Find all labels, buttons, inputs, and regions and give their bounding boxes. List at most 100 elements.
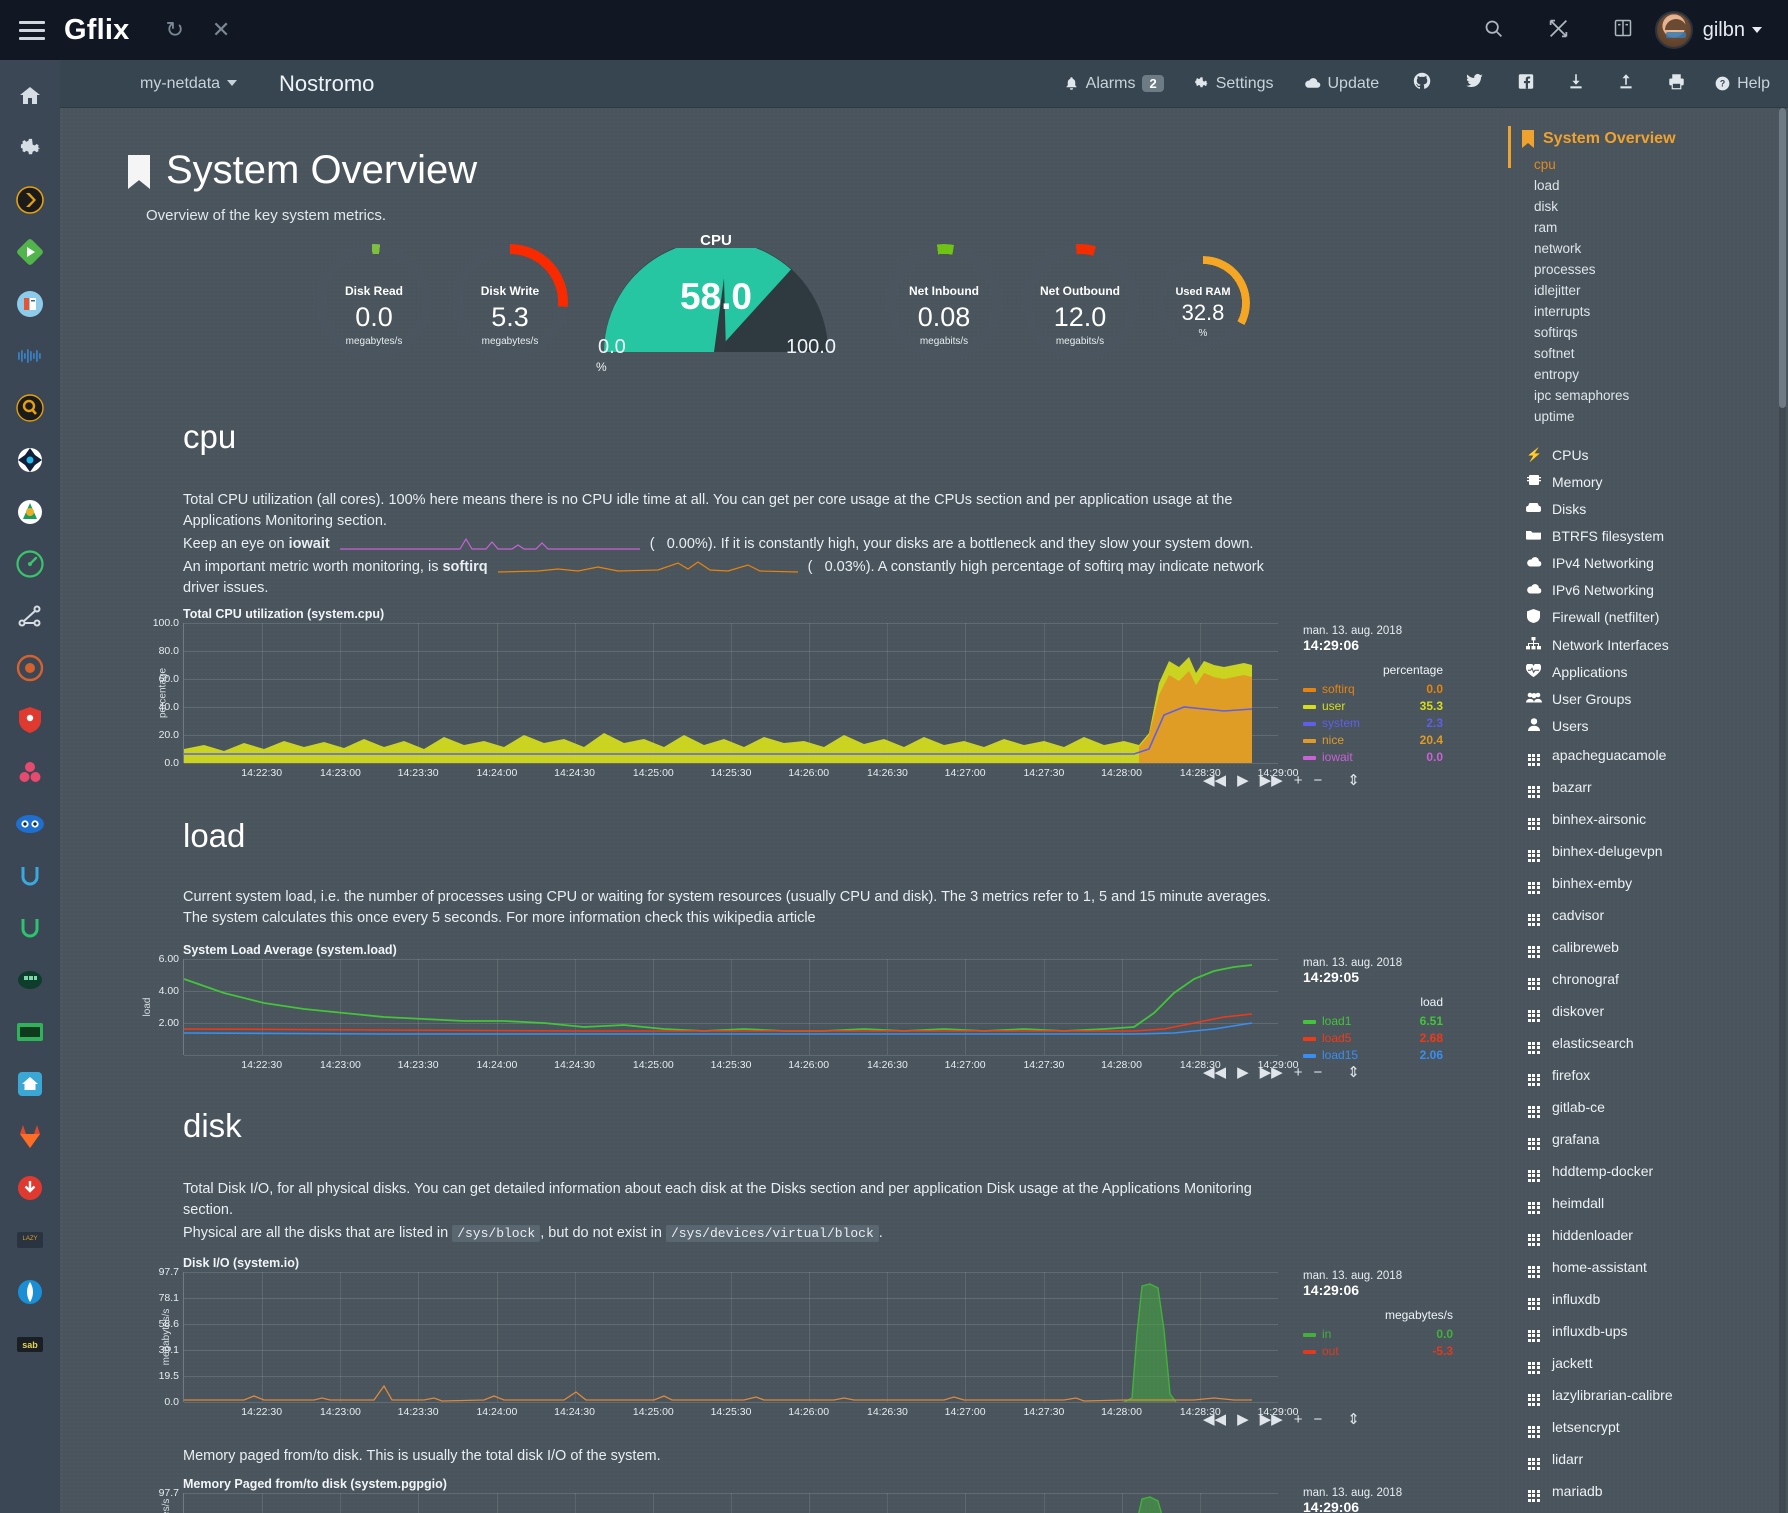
sidebar-app-binhex-emby[interactable]: binhex-emby: [1500, 867, 1788, 899]
chart-resize-handle[interactable]: ⇕: [1347, 1411, 1360, 1429]
unraid-icon[interactable]: [11, 857, 49, 895]
sidebar-item-user-groups[interactable]: User Groups: [1500, 685, 1788, 712]
sidebar-item-ipc-semaphores[interactable]: ipc semaphores: [1534, 388, 1630, 403]
sidebar-app-gitlab-ce[interactable]: gitlab-ce: [1500, 1091, 1788, 1123]
chart-zoom-out-button[interactable]: −: [1313, 771, 1323, 789]
chart-forward-button[interactable]: ▶▶: [1259, 1064, 1283, 1082]
legend-row[interactable]: out -5.3: [1303, 1343, 1453, 1360]
avatar[interactable]: [1654, 11, 1693, 49]
user-menu[interactable]: gilbn: [1703, 19, 1762, 42]
gauge-used-ram[interactable]: Used RAM 32.8 %: [1156, 256, 1250, 350]
facebook-icon[interactable]: [1518, 73, 1534, 95]
alarms-button[interactable]: Alarms 2: [1064, 75, 1164, 93]
legend-row[interactable]: in 0.0: [1303, 1326, 1453, 1343]
chart-forward-button[interactable]: ▶▶: [1259, 1411, 1283, 1429]
legend-row[interactable]: load1 6.51: [1303, 1013, 1443, 1030]
chart-back-button[interactable]: ◀◀: [1203, 772, 1227, 790]
sidebar-app-heimdall[interactable]: heimdall: [1500, 1187, 1788, 1219]
sidebar-app-monitorr[interactable]: monitorr: [1500, 1507, 1788, 1513]
sidebar-item-interrupts[interactable]: interrupts: [1534, 304, 1591, 319]
sidebar-app-calibreweb[interactable]: calibreweb: [1500, 931, 1788, 963]
chart-zoom-in-button[interactable]: +: [1293, 1410, 1303, 1428]
chart-resize-handle[interactable]: ⇕: [1347, 1064, 1360, 1082]
gauge-disk-read[interactable]: Disk Read 0.0 megabytes/s: [316, 244, 432, 360]
sidebar-app-lazylibrarian-calibre[interactable]: lazylibrarian-calibre: [1500, 1379, 1788, 1411]
search-icon[interactable]: [1483, 18, 1504, 43]
chart-pgpgio[interactable]: Memory Paged from/to disk (system.pgpgio…: [159, 1477, 1402, 1513]
sidebar-scrollbar-track[interactable]: [1779, 108, 1786, 1513]
sidebar-item-network-interfaces[interactable]: Network Interfaces: [1500, 631, 1788, 658]
shield-icon[interactable]: [11, 701, 49, 739]
gitlab-icon[interactable]: [11, 1117, 49, 1155]
sidebar-item-ram[interactable]: ram: [1534, 220, 1558, 235]
sabnzbd-icon[interactable]: sab: [11, 1325, 49, 1363]
home-icon[interactable]: [11, 77, 49, 115]
sidebar-app-cadvisor[interactable]: cadvisor: [1500, 899, 1788, 931]
gauge-net-inbound[interactable]: Net Inbound 0.08 megabits/s: [886, 244, 1002, 360]
chart-back-button[interactable]: ◀◀: [1203, 1411, 1227, 1429]
sidebar-section-header[interactable]: System Overview: [1500, 126, 1788, 168]
sidebar-item-uptime[interactable]: uptime: [1534, 409, 1575, 424]
twitter-icon[interactable]: [1465, 72, 1484, 95]
sonarr-icon[interactable]: [11, 337, 49, 375]
sidebar-app-hiddenloader[interactable]: hiddenloader: [1500, 1219, 1788, 1251]
chart-play-button[interactable]: ▶: [1237, 1064, 1249, 1082]
chart-plot-area[interactable]: megabytes/s 97.7 78.1 58.6 39.1 19.5 0.0…: [159, 1266, 1299, 1418]
print-icon[interactable]: [1668, 73, 1685, 95]
sidebar-item-memory[interactable]: Memory: [1500, 468, 1788, 495]
plex-icon[interactable]: [11, 181, 49, 219]
download-red-icon[interactable]: [11, 1169, 49, 1207]
sidebar-app-jackett[interactable]: jackett: [1500, 1347, 1788, 1379]
sidebar-item-disks[interactable]: Disks: [1500, 495, 1788, 522]
heimdall-icon[interactable]: [11, 1273, 49, 1311]
sidebar-app-binhex-airsonic[interactable]: binhex-airsonic: [1500, 803, 1788, 835]
hamburger-menu-icon[interactable]: [0, 20, 64, 40]
chart-forward-button[interactable]: ▶▶: [1259, 772, 1283, 790]
legend-row[interactable]: user 35.3: [1303, 698, 1443, 715]
chart-resize-handle[interactable]: ⇕: [1347, 772, 1360, 790]
guide-icon[interactable]: [1613, 18, 1633, 42]
sidebar-app-influxdb-ups[interactable]: influxdb-ups: [1500, 1315, 1788, 1347]
sidebar-app-chronograf[interactable]: chronograf: [1500, 963, 1788, 995]
gear-icon[interactable]: [11, 129, 49, 167]
sidebar-item-network[interactable]: network: [1534, 241, 1582, 256]
github-icon[interactable]: [1413, 72, 1431, 95]
legend-row[interactable]: system 2.3: [1303, 715, 1443, 732]
chart-play-button[interactable]: ▶: [1237, 1411, 1249, 1429]
host-dropdown[interactable]: my-netdata: [140, 75, 238, 93]
sidebar-item-load[interactable]: load: [1534, 178, 1560, 193]
docker-icon[interactable]: [11, 961, 49, 999]
download-icon[interactable]: [1568, 73, 1584, 95]
ombi-icon[interactable]: [11, 805, 49, 843]
chart-back-button[interactable]: ◀◀: [1203, 1064, 1227, 1082]
sidebar-item-softnet[interactable]: softnet: [1534, 346, 1575, 361]
sidebar-item-ipv4[interactable]: IPv4 Networking: [1500, 549, 1788, 576]
chart-load[interactable]: System Load Average (system.load) load 6…: [142, 943, 1443, 1082]
graph-icon[interactable]: [11, 597, 49, 635]
settings-button[interactable]: Settings: [1194, 75, 1274, 93]
speed-icon[interactable]: [11, 545, 49, 583]
sidebar-scrollbar-thumb[interactable]: [1779, 108, 1786, 408]
radarr-icon[interactable]: [11, 441, 49, 479]
sidebar-item-disk[interactable]: disk: [1534, 199, 1559, 214]
legend-row[interactable]: load5 2.68: [1303, 1030, 1443, 1047]
upload-icon[interactable]: [1618, 73, 1634, 95]
refresh-icon[interactable]: ↻: [165, 17, 184, 42]
sidebar-item-applications[interactable]: Applications: [1500, 658, 1788, 685]
book-icon[interactable]: [11, 285, 49, 323]
terminal-icon[interactable]: [11, 1013, 49, 1051]
legend-row[interactable]: iowait 0.0: [1303, 749, 1443, 766]
sidebar-app-firefox[interactable]: firefox: [1500, 1059, 1788, 1091]
sidebar-app-home-assistant[interactable]: home-assistant: [1500, 1251, 1788, 1283]
sidebar-app-lidarr[interactable]: lidarr: [1500, 1443, 1788, 1475]
lazylibrarian-icon[interactable]: LAZY: [11, 1221, 49, 1259]
chart-plot-area[interactable]: megabytes/s 97.7 78.1 58.6: [159, 1487, 1278, 1513]
sidebar-item-entropy[interactable]: entropy: [1534, 367, 1580, 382]
chart-play-button[interactable]: ▶: [1237, 772, 1249, 790]
sidebar-item-softirqs[interactable]: softirqs: [1534, 325, 1578, 340]
home-assistant-icon[interactable]: [11, 1065, 49, 1103]
fullscreen-shuffle-icon[interactable]: [1548, 18, 1569, 43]
sidebar-item-processes[interactable]: processes: [1534, 262, 1596, 277]
chart-zoom-in-button[interactable]: +: [1293, 771, 1303, 789]
sidebar-app-diskover[interactable]: diskover: [1500, 995, 1788, 1027]
